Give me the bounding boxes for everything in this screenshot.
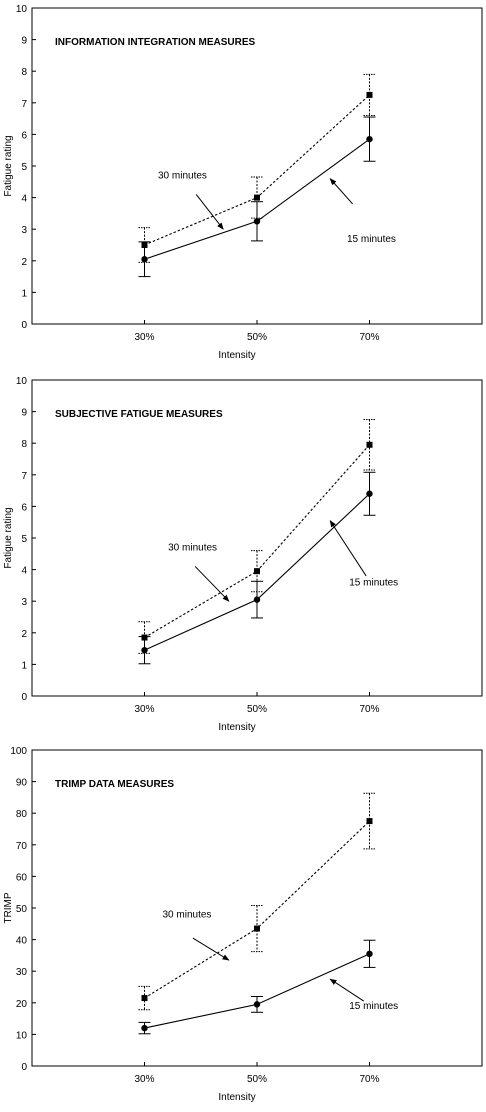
annotation-label-15-minutes: 15 minutes (349, 1001, 398, 1012)
data-point-15-minutes (366, 490, 373, 497)
annotation-arrow-30-minutes (194, 566, 230, 602)
y-tick-label: 80 (16, 809, 28, 820)
y-tick-label: 100 (10, 746, 27, 757)
annotation-arrow-15-minutes (329, 520, 367, 577)
y-tick-label: 4 (21, 566, 27, 577)
y-tick-label: 8 (21, 439, 27, 450)
chart-panel-subjective-fatigue: 0 1 2 3 4 5 6 7 8 9 10 30% 50% 70% Intensity Fatigue ra… (0, 372, 486, 742)
y-tick-label: 90 (16, 778, 28, 789)
data-point-30-minutes (141, 995, 148, 1002)
x-tick-label: 70% (359, 704, 379, 715)
y-tick-label: 2 (21, 629, 27, 640)
data-point-15-minutes (253, 218, 261, 225)
y-tick-label: 7 (21, 99, 27, 110)
chart-panel-trimp-data: 0 10 20 30 40 50 60 70 80 90 100 30% 50% 70% Intensity… (0, 742, 486, 1112)
y-tick-label: 0 (21, 1062, 27, 1073)
annotation-arrow-30-minutes (192, 937, 230, 961)
y-tick-label: 0 (21, 320, 27, 331)
plot-frame (31, 749, 483, 1067)
plot-frame (31, 379, 483, 697)
x-tick-label: 50% (247, 332, 267, 343)
chart-title: INFORMATION INTEGRATION MEASURES (55, 37, 256, 48)
y-tick-label: 6 (21, 502, 27, 513)
y-tick-label: 40 (16, 936, 28, 947)
data-point-30-minutes (254, 194, 260, 201)
y-tick-label: 6 (21, 130, 27, 141)
x-axis-label: Intensity (218, 1092, 255, 1103)
chart-svg: 0 1 2 3 4 5 6 7 8 9 10 30% 50% 70% Intensity Fatigue ra… (3, 4, 483, 361)
y-tick-label: 4 (21, 194, 27, 205)
data-point-15-minutes (253, 1001, 261, 1008)
x-axis-label: Intensity (218, 722, 255, 733)
x-tick-label: 70% (359, 332, 379, 343)
data-point-15-minutes (253, 596, 261, 603)
annotation-arrow-15-minutes (329, 978, 365, 1002)
data-point-30-minutes (366, 441, 373, 448)
x-tick-label: 30% (134, 704, 154, 715)
annotation-arrow-15-minutes (329, 178, 353, 205)
x-tick-label: 30% (134, 1074, 154, 1085)
data-point-30-minutes (254, 925, 260, 932)
annotation-label-30-minutes: 30 minutes (158, 171, 207, 182)
y-tick-label: 3 (21, 225, 27, 236)
data-point-15-minutes (366, 950, 373, 958)
annotation-label-30-minutes: 30 minutes (168, 543, 217, 554)
y-tick-label: 50 (16, 904, 28, 915)
data-point-15-minutes (366, 135, 373, 143)
chart-title: TRIMP DATA MEASURES (55, 779, 174, 790)
series-line-15-minutes (144, 953, 370, 1029)
y-tick-label: 8 (21, 67, 27, 78)
y-tick-label: 1 (21, 660, 27, 671)
data-point-15-minutes (141, 1024, 148, 1032)
plot-frame (31, 7, 483, 325)
y-tick-label: 0 (21, 692, 27, 703)
x-axis-label: Intensity (218, 350, 255, 361)
y-tick-label: 1 (21, 288, 27, 299)
y-tick-label: 5 (21, 534, 27, 545)
y-tick-label: 5 (21, 162, 27, 173)
y-tick-label: 2 (21, 257, 27, 268)
chart-svg: 0 10 20 30 40 50 60 70 80 90 100 30% 50% 70% Intensity… (3, 746, 483, 1103)
y-axis-label: Fatigue rating (3, 507, 14, 568)
x-tick-label: 50% (247, 704, 267, 715)
y-tick-label: 10 (16, 1030, 28, 1041)
y-axis-label: TRIMP (3, 892, 14, 923)
y-tick-label: 3 (21, 597, 27, 608)
x-tick-label: 50% (247, 1074, 267, 1085)
y-tick-label: 10 (16, 4, 28, 15)
y-tick-label: 7 (21, 471, 27, 482)
y-tick-label: 30 (16, 967, 28, 978)
data-point-15-minutes (141, 646, 148, 654)
annotation-label-30-minutes: 30 minutes (163, 909, 212, 920)
y-axis-label: Fatigue rating (3, 135, 14, 196)
y-tick-label: 20 (16, 999, 28, 1010)
data-point-15-minutes (141, 256, 148, 263)
chart-title: SUBJECTIVE FATIGUE MEASURES (55, 409, 223, 420)
x-tick-label: 70% (359, 1074, 379, 1085)
y-tick-label: 9 (21, 408, 27, 419)
data-point-30-minutes (366, 91, 373, 98)
chart-panel-information-integration: 0 1 2 3 4 5 6 7 8 9 10 30% 50% 70% Intensity Fatigue ra… (0, 0, 486, 370)
y-tick-label: 10 (16, 376, 28, 387)
y-tick-label: 60 (16, 872, 28, 883)
data-point-30-minutes (366, 818, 373, 825)
x-tick-label: 30% (134, 332, 154, 343)
y-tick-label: 70 (16, 841, 28, 852)
data-point-30-minutes (254, 568, 260, 575)
annotation-arrow-30-minutes (195, 194, 224, 230)
annotation-label-15-minutes: 15 minutes (349, 577, 398, 588)
annotation-label-15-minutes: 15 minutes (347, 234, 396, 245)
chart-svg: 0 1 2 3 4 5 6 7 8 9 10 30% 50% 70% Intensity Fatigue ra… (3, 376, 483, 733)
y-tick-label: 9 (21, 36, 27, 47)
